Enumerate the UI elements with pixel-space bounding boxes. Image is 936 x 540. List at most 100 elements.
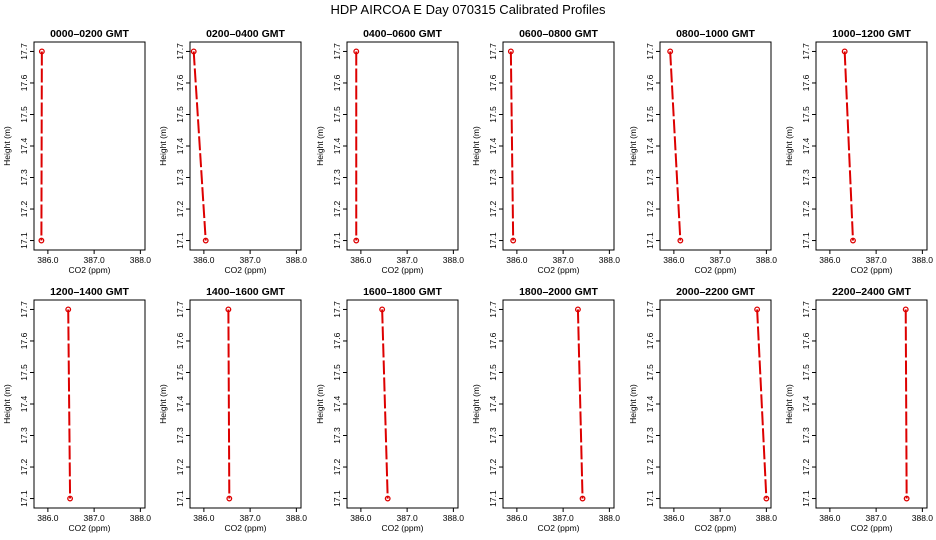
y-tick-label: 17.2: [332, 458, 342, 475]
y-tick-label: 17.6: [332, 74, 342, 91]
y-tick-label: 17.7: [19, 43, 29, 60]
x-tick-label: 388.0: [599, 255, 621, 265]
y-tick-label: 17.3: [175, 427, 185, 444]
profile-point: [353, 237, 360, 244]
profile-point: [902, 306, 909, 313]
profile-line: [904, 309, 908, 499]
x-axis-label: CO2 (ppm): [694, 523, 736, 533]
x-tick-label: 388.0: [599, 513, 621, 523]
x-axis-label: CO2 (ppm): [381, 523, 423, 533]
plot-frame: [659, 41, 772, 251]
y-axis-label: Height (m): [628, 384, 638, 424]
y-tick-label: 17.3: [488, 427, 498, 444]
profile-line: [669, 51, 682, 241]
y-axis-label: Height (m): [2, 384, 12, 424]
profile-point: [379, 306, 386, 313]
x-tick-label: 387.0: [552, 255, 574, 265]
y-axis-label: Height (m): [784, 126, 794, 166]
panel-title: 0400–0600 GMT: [363, 28, 442, 40]
profile-point: [67, 495, 74, 502]
y-tick-label: 17.5: [175, 364, 185, 381]
x-tick-label: 386.0: [663, 513, 685, 523]
profile-panel: 0600–0800 GMT 386.0 387.0 388.0 17.1 17.2 17.3…: [471, 28, 620, 275]
profile-point: [510, 237, 517, 244]
y-tick-label: 17.4: [19, 395, 29, 412]
y-tick-label: 17.1: [801, 490, 811, 507]
y-tick-label: 17.7: [488, 301, 498, 318]
y-tick-label: 17.2: [801, 458, 811, 475]
y-tick-label: 17.2: [645, 458, 655, 475]
profile-line: [192, 51, 207, 241]
profile-panel: 1600–1800 GMT 386.0 387.0 388.0 17.1 17.2 17.3…: [315, 286, 464, 533]
y-tick-label: 17.2: [332, 200, 342, 217]
x-tick-label: 388.0: [912, 513, 934, 523]
x-axis-label: CO2 (ppm): [850, 523, 892, 533]
y-tick-label: 17.6: [645, 74, 655, 91]
plot-frame: [189, 299, 302, 509]
y-tick-label: 17.1: [19, 232, 29, 249]
profile-point: [384, 495, 391, 502]
profile-panel: 1000–1200 GMT 386.0 387.0 388.0 17.1 17.2 17.3…: [784, 28, 933, 275]
x-tick-label: 387.0: [83, 513, 105, 523]
y-axis-label: Height (m): [2, 126, 12, 166]
plot-frame: [659, 299, 772, 509]
x-tick-label: 387.0: [552, 513, 574, 523]
x-tick-label: 388.0: [756, 255, 778, 265]
profile-line: [576, 309, 584, 499]
profile-line: [227, 309, 231, 499]
panel-title: 2000–2200 GMT: [676, 286, 755, 298]
y-tick-label: 17.3: [645, 427, 655, 444]
plot-frame: [815, 41, 928, 251]
x-axis-label: CO2 (ppm): [68, 265, 110, 275]
plot-frame: [502, 41, 615, 251]
x-tick-label: 386.0: [193, 255, 215, 265]
x-tick-label: 386.0: [506, 513, 528, 523]
y-axis-label: Height (m): [471, 126, 481, 166]
y-tick-label: 17.5: [332, 106, 342, 123]
panel-title: 1800–2000 GMT: [519, 286, 598, 298]
y-tick-label: 17.1: [645, 232, 655, 249]
y-tick-label: 17.4: [175, 395, 185, 412]
y-tick-label: 17.4: [332, 137, 342, 154]
profile-point: [579, 495, 586, 502]
y-tick-label: 17.7: [175, 301, 185, 318]
x-tick-label: 386.0: [193, 513, 215, 523]
profile-panel: 1800–2000 GMT 386.0 387.0 388.0 17.1 17.2 17.3…: [471, 286, 620, 533]
profile-point: [507, 48, 514, 55]
y-tick-label: 17.7: [645, 301, 655, 318]
profile-point: [574, 306, 581, 313]
x-tick-label: 388.0: [912, 255, 934, 265]
x-tick-label: 387.0: [396, 513, 418, 523]
y-tick-label: 17.5: [19, 106, 29, 123]
profile-panel: 1200–1400 GMT 386.0 387.0 388.0 17.1 17.2 17.3…: [2, 286, 151, 533]
profile-line: [509, 51, 515, 241]
y-tick-label: 17.7: [332, 301, 342, 318]
y-tick-label: 17.1: [488, 232, 498, 249]
y-tick-label: 17.7: [801, 43, 811, 60]
y-tick-label: 17.1: [645, 490, 655, 507]
profile-point: [38, 237, 45, 244]
x-tick-label: 388.0: [286, 255, 308, 265]
y-axis-label: Height (m): [315, 126, 325, 166]
profile-panel: 1400–1600 GMT 386.0 387.0 388.0 17.1 17.2 17.3…: [158, 286, 307, 533]
x-tick-label: 388.0: [443, 255, 465, 265]
y-tick-label: 17.7: [332, 43, 342, 60]
y-tick-label: 17.2: [175, 458, 185, 475]
y-tick-label: 17.4: [801, 137, 811, 154]
y-tick-label: 17.1: [175, 232, 185, 249]
y-tick-label: 17.1: [19, 490, 29, 507]
panel-title: 1600–1800 GMT: [363, 286, 442, 298]
y-tick-label: 17.7: [488, 43, 498, 60]
y-tick-label: 17.4: [175, 137, 185, 154]
panel-title: 1200–1400 GMT: [50, 286, 129, 298]
x-axis-label: CO2 (ppm): [850, 265, 892, 275]
plot-frame: [346, 41, 459, 251]
panel-title: 0200–0400 GMT: [206, 28, 285, 40]
panel-title: 0600–0800 GMT: [519, 28, 598, 40]
profile-point: [225, 306, 232, 313]
y-tick-label: 17.5: [645, 364, 655, 381]
plot-frame: [189, 41, 302, 251]
plot-frame: [815, 299, 928, 509]
x-tick-label: 386.0: [350, 513, 372, 523]
x-tick-label: 387.0: [239, 255, 261, 265]
